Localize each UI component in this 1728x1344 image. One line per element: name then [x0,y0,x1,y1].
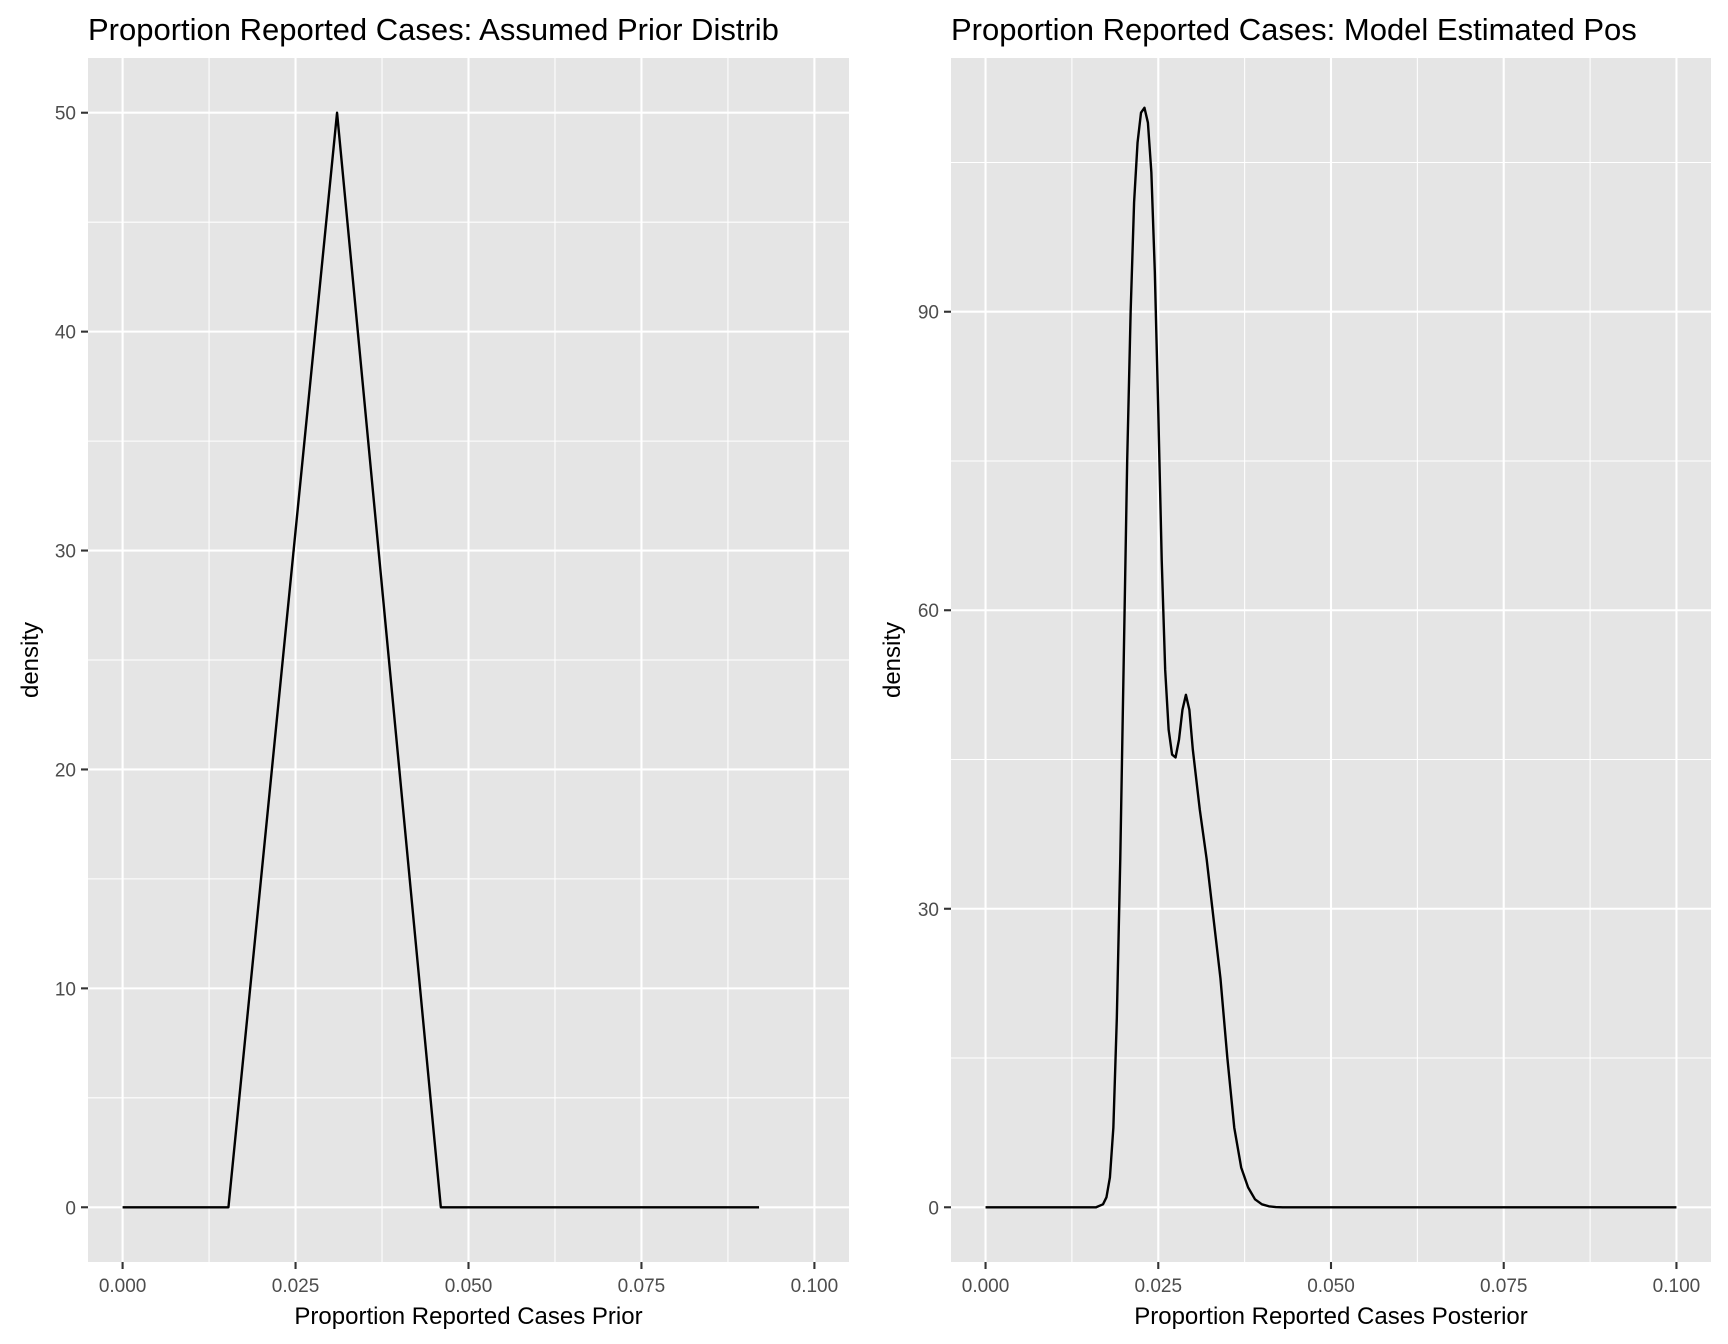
x-tick-label: 0.050 [445,1276,493,1297]
x-tick-label: 0.075 [618,1276,666,1297]
density-line [122,111,760,1209]
y-axis-title: density [17,622,44,698]
axis-ticks: 0.000 0.025 0.050 0.075 0.100 0 10 20 30 40 50 [55,104,838,1297]
y-tick-label: 40 [55,323,76,344]
x-tick-label: 0.075 [1480,1276,1528,1297]
y-tick-label: 30 [918,900,939,921]
y-tick-label: 50 [55,104,76,125]
chart-title: Proportion Reported Cases: Assumed Prior… [88,12,779,47]
density-line [985,106,1677,1209]
x-tick-label: 0.100 [791,1276,839,1297]
x-tick-label: 0.025 [272,1276,320,1297]
x-tick-label: 0.050 [1307,1276,1355,1297]
x-tick-label: 0.000 [99,1276,147,1297]
posterior-distribution-chart: Proportion Reported Cases: Model Estimat… [879,12,1711,1330]
y-tick-label: 0 [65,1198,76,1219]
x-tick-label: 0.000 [962,1276,1010,1297]
chart-title: Proportion Reported Cases: Model Estimat… [951,12,1637,47]
x-tick-label: 0.100 [1653,1276,1701,1297]
y-tick-label: 30 [55,542,76,563]
y-tick-label: 20 [55,760,76,781]
y-tick-label: 0 [928,1198,939,1219]
x-tick-label: 0.025 [1134,1276,1182,1297]
prior-distribution-chart: Proportion Reported Cases: Assumed Prior… [17,12,849,1330]
y-axis-title: density [879,622,906,698]
y-tick-label: 10 [55,979,76,1000]
x-axis-title: Proportion Reported Cases Prior [294,1303,642,1330]
axis-ticks: 0.000 0.025 0.050 0.075 0.100 0 30 60 90 [918,303,1700,1297]
series-layer [985,106,1677,1209]
y-tick-label: 60 [918,601,939,622]
x-axis-title: Proportion Reported Cases Posterior [1134,1303,1528,1330]
y-tick-label: 90 [918,303,939,324]
series-layer [122,111,760,1209]
